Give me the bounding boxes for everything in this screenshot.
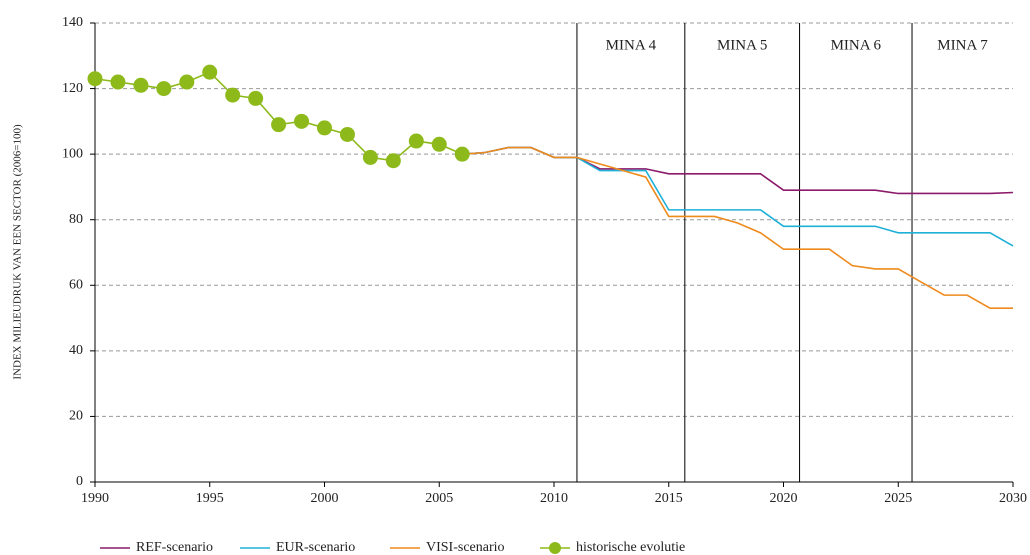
series-line [462, 146, 1014, 247]
y-tick-label: 80 [69, 212, 83, 227]
y-tick-label: 100 [62, 146, 83, 161]
data-point [87, 71, 103, 87]
data-point [408, 133, 424, 149]
legend-label: REF-scenario [136, 540, 213, 555]
y-tick-label: 0 [76, 474, 83, 489]
legend-marker [549, 542, 561, 554]
data-point [317, 120, 332, 136]
y-tick-label: 60 [69, 278, 83, 293]
legend-label: historische evolutie [576, 540, 685, 555]
legend-label: VISI-scenario [426, 540, 505, 555]
y-axis-label: INDEX MILIEUDRUK VAN EEN SECTOR (2006=10… [12, 124, 24, 380]
region-label: MINA 7 [937, 37, 988, 53]
region-label: MINA 6 [831, 37, 882, 53]
data-point [362, 149, 378, 165]
x-tick-label: 2000 [311, 491, 339, 506]
data-point [431, 136, 447, 152]
x-tick-label: 2010 [540, 491, 568, 506]
data-point [248, 90, 264, 106]
data-point [294, 113, 310, 129]
data-point [385, 153, 401, 169]
series-line [462, 146, 1013, 310]
x-tick-label: 1995 [196, 491, 224, 506]
y-tick-label: 40 [69, 343, 83, 358]
x-tick-label: 2005 [425, 491, 453, 506]
legend-label: EUR-scenario [276, 540, 355, 555]
data-point [225, 87, 241, 103]
y-tick-label: 120 [62, 81, 83, 96]
data-point [110, 74, 126, 90]
y-tick-label: 20 [69, 409, 83, 424]
series-line [94, 71, 463, 162]
data-point [156, 81, 172, 97]
y-tick-label: 140 [62, 15, 83, 30]
region-label: MINA 5 [717, 37, 767, 53]
x-tick-label: 2015 [655, 491, 683, 506]
data-point [339, 126, 355, 142]
x-tick-label: 2025 [884, 491, 912, 506]
data-point [133, 77, 149, 93]
data-point [454, 146, 470, 162]
data-point [179, 74, 195, 90]
data-point [271, 117, 287, 133]
x-tick-label: 2020 [770, 491, 798, 506]
region-label: MINA 4 [606, 37, 657, 53]
x-tick-label: 1990 [81, 491, 109, 506]
data-point [202, 64, 218, 80]
x-tick-label: 2030 [999, 491, 1027, 506]
